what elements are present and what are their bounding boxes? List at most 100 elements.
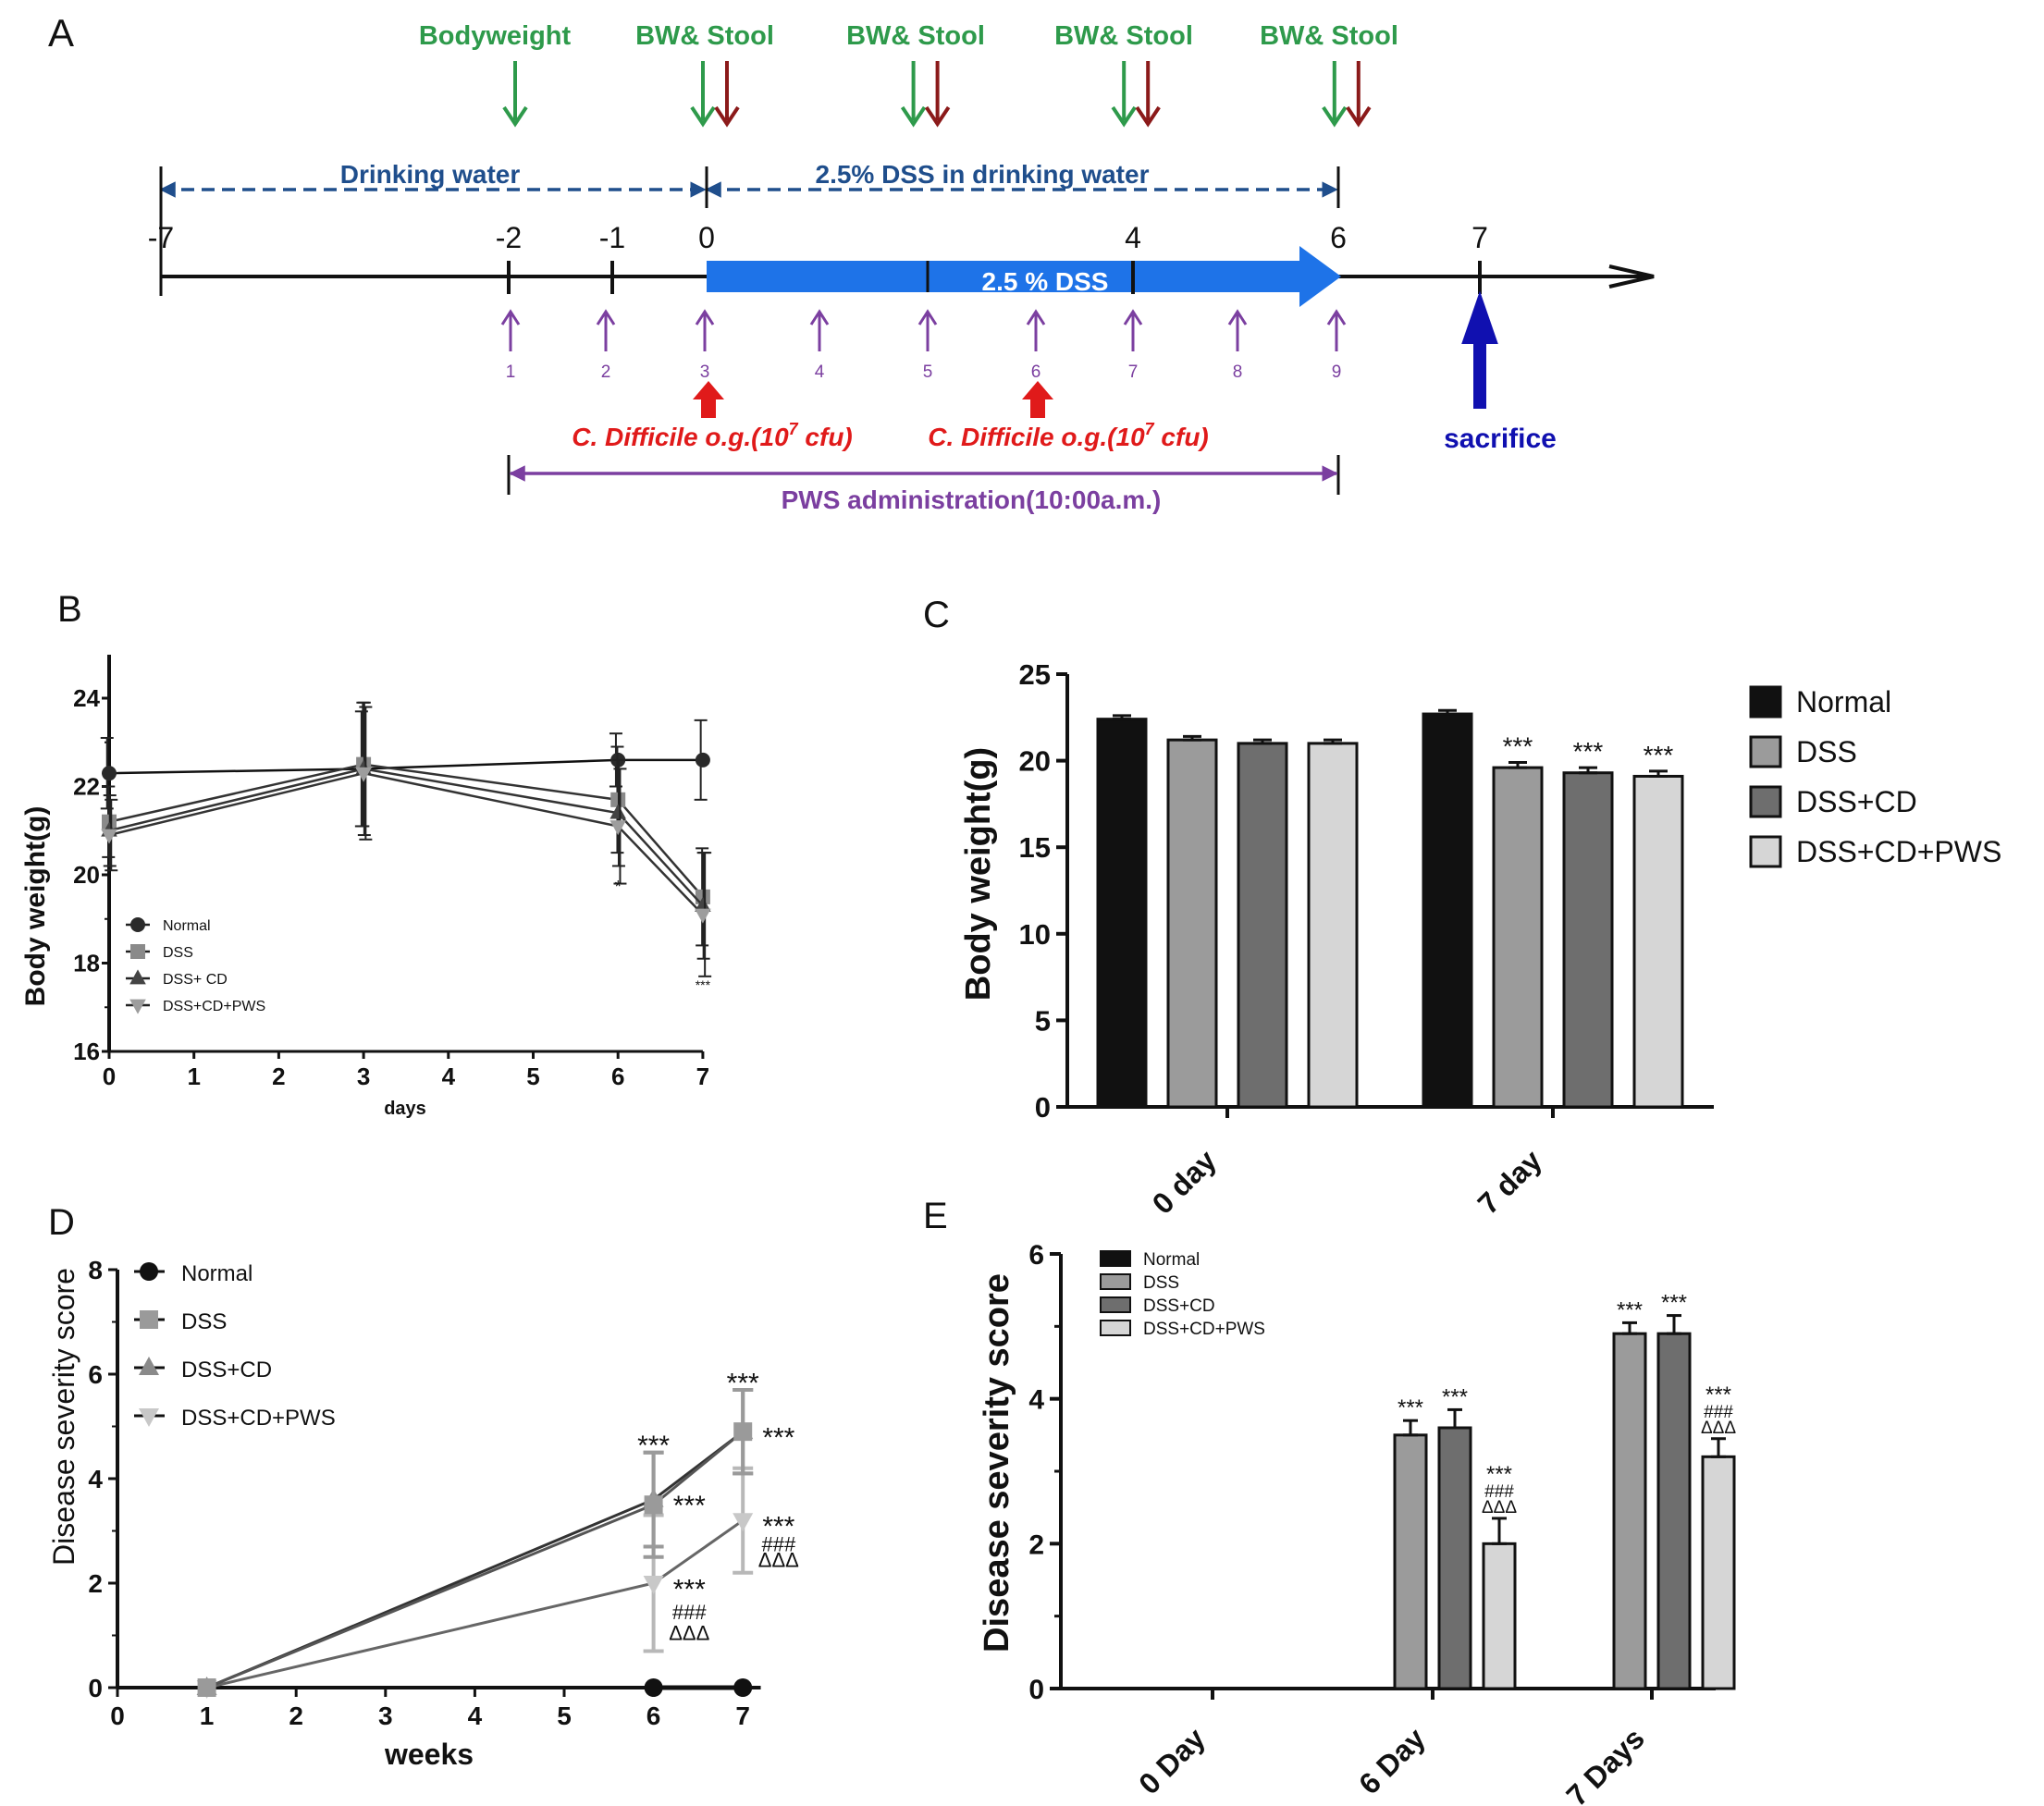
d-ytick-label-0: 0 [88,1674,103,1702]
pws-dose-number-8: 8 [1233,362,1243,382]
b-ytick-label-18: 18 [73,950,100,977]
b-legend-marker-3 [129,999,146,1014]
b-legend-marker-0 [130,917,145,932]
e-errbar-1-2 [1447,1407,1462,1430]
b-legend-marker-1 [130,944,145,959]
b-legend: Normal DSS DSS+ CD DSS+CD+PWS [126,917,265,1014]
timeline-arrowhead [1608,264,1655,289]
b-xtick-label-0: 0 [103,1063,116,1090]
pws-arrowhead-4 [809,309,830,326]
d-xtick-label-2: 2 [289,1702,303,1730]
sacrifice-arrow [1461,290,1498,409]
panel-letter-e: E [923,1196,948,1236]
d-legend-marker-1 [140,1310,158,1329]
d-ytick-label-4: 4 [88,1465,103,1493]
pws-dose-number-7: 7 [1128,362,1139,382]
b-xtick-label-5: 5 [526,1063,539,1090]
c-errbar-0-0 [1113,714,1131,721]
e-legend-swatch-0 [1100,1250,1131,1267]
day-label--1: -1 [599,221,625,254]
cd-dose-label-1: C. Difficile o.g.(107 cfu) [572,420,853,451]
day-label--7: -7 [148,221,174,254]
c-ylabel: Body weight(g) [959,747,998,1001]
b-point-0-0 [102,766,117,781]
d-xtick-label-5: 5 [557,1702,572,1730]
b-ytick-label-24: 24 [73,684,100,712]
d-legend-label-0: Normal [181,1261,252,1286]
pws-dose-number-6: 6 [1031,362,1041,382]
day-label-6: 6 [1330,221,1347,254]
panel-c-bodyweight-bars: C Body weight(g) 0 5 10 15 20 25 0 day 7 day ***… [923,595,2001,1221]
timeline-ticks: -7 -2 -1 0 4 6 7 [148,221,1488,294]
c-bar-1-2 [1562,771,1614,1109]
d-xtick-label-7: 7 [735,1702,750,1730]
c-legend-label-1: DSS [1796,735,1857,768]
b-legend-label-3: DSS+CD+PWS [163,999,265,1014]
b-series-line-1 [108,763,704,898]
e-legend-label-3: DSS+CD+PWS [1143,1320,1265,1339]
d-annotation-7: *** [762,1512,794,1542]
b-ytick-label-20: 20 [73,861,100,889]
b-annotation-1: *** [696,977,711,992]
c-difficile-doses: C. Difficile o.g.(107 cfu) C. Difficile o… [572,381,1209,451]
e-annotation-2-2: ΔΔΔ [1482,1498,1517,1517]
panel-letter-c: C [923,595,950,635]
dss-water-label: 2.5% DSS in drinking water [816,160,1150,189]
e-ytick-label-2: 2 [1028,1530,1044,1560]
e-bar-1-2 [1437,1426,1472,1690]
b-xtick-label-2: 2 [272,1063,285,1090]
d-annotation-6: *** [762,1423,794,1454]
c-ytick-label-20: 20 [1019,745,1051,778]
pws-dose-number-5: 5 [923,362,933,382]
b-series-line-3 [108,771,704,915]
pws-arrowhead-3 [695,309,715,326]
pws-arrowhead-2 [596,309,616,326]
d-legend-marker-0 [140,1262,158,1281]
schedule-arrowhead-darkred-2 [714,105,740,128]
d-xtick-label-3: 3 [378,1702,393,1730]
d-annotation-5: *** [727,1368,759,1398]
c-bar-0-3 [1307,742,1359,1109]
d-annotation-0: *** [637,1431,670,1461]
pws-dose-number-3: 3 [700,362,710,382]
schedule-arrowhead-green-4 [1111,105,1137,128]
c-errbar-0-3 [1324,738,1342,745]
schedule-arrowhead-darkred-3 [924,105,951,128]
c-errbar-1-0 [1438,708,1457,716]
d-series-3 [196,1466,754,1699]
d-xlabel: weeks [384,1738,474,1771]
d-annotation-3: ### [672,1601,707,1624]
e-legend-label-1: DSS [1143,1273,1179,1293]
b-xlabel: days [384,1099,426,1119]
b-legend-label-2: DSS+ CD [163,972,228,988]
dss-bar [707,246,1341,307]
e-ytick-label-4: 4 [1028,1385,1044,1416]
d-ylabel: Disease severity score [47,1268,80,1566]
d-xtick-label-4: 4 [468,1702,483,1730]
b-point-3-2 [610,820,626,836]
c-ytick-label-25: 25 [1019,658,1051,691]
schedule-label-1: Bodyweight [419,21,572,51]
b-series-line-0 [108,758,703,775]
d-xtick-label-6: 6 [646,1702,661,1730]
e-legend-swatch-1 [1100,1273,1131,1290]
e-annotation-5-0: *** [1705,1382,1731,1407]
d-ytick-label-6: 6 [88,1360,103,1389]
e-annotation-3-0: *** [1617,1297,1643,1322]
e-xtick-label-0: 0 Day [1132,1721,1212,1800]
sacrifice-label: sacrifice [1444,424,1557,454]
panel-b-bodyweight-line: B Body weight(g) days 16 18 20 22 24 0 1 2 3 4 5 6 7… [20,589,712,1119]
c-ytick-label-0: 0 [1035,1091,1051,1124]
b-legend-label-0: Normal [163,918,211,934]
day-label-7: 7 [1471,221,1488,254]
e-errbar-1-3 [1492,1517,1507,1545]
b-ylabel: Body weight(g) [20,806,51,1007]
e-annotation-5-2: ΔΔΔ [1701,1419,1736,1438]
schedule-arrowhead-darkred-4 [1135,105,1161,128]
e-ytick-label-6: 6 [1028,1240,1044,1271]
e-ytick-label-0: 0 [1028,1675,1044,1705]
b-xtick-label-7: 7 [696,1063,709,1090]
c-bar-0-0 [1096,718,1148,1109]
